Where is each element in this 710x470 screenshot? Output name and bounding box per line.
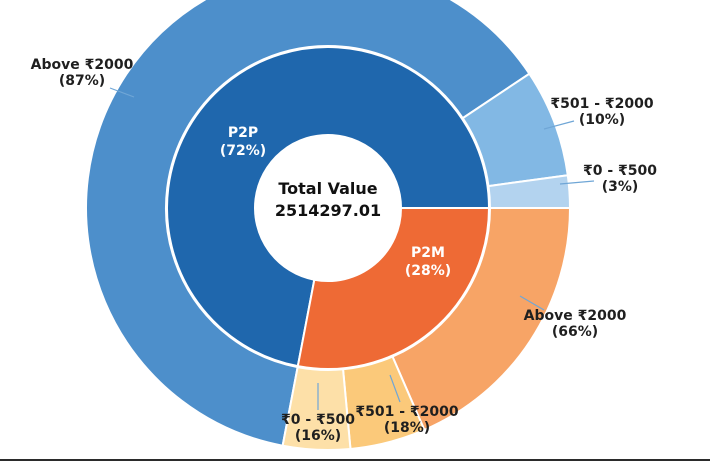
- leader-lines: [109, 87, 595, 410]
- outer-label-name-3: Above ₹2000: [524, 308, 627, 324]
- outer-label-name-0: Above ₹2000: [31, 57, 134, 73]
- outer-label-name-2: ₹0 - ₹500: [583, 163, 657, 179]
- outer-label-pct-2: (3%): [602, 179, 639, 195]
- outer-label-pct-3: (66%): [552, 324, 598, 340]
- outer-label-pct-1: (10%): [579, 112, 625, 128]
- bottom-divider: [0, 459, 710, 461]
- leader-line-4: [389, 374, 401, 403]
- leader-line-1: [543, 120, 575, 130]
- inner-pct-p2m: (28%): [405, 263, 451, 279]
- leader-line-3: [519, 295, 545, 311]
- outer-ring: [85, 0, 572, 451]
- outer-label-pct-5: (16%): [295, 428, 341, 444]
- inner-pct-p2p: (72%): [220, 143, 266, 159]
- outer-label-name-5: ₹0 - ₹500: [281, 412, 355, 428]
- leader-line-0: [109, 87, 135, 98]
- center-total-value: 2514297.01: [275, 201, 381, 220]
- outer-label-name-4: ₹501 - ₹2000: [355, 404, 458, 420]
- slice-labels: P2P(72%)P2M(28%)Above ₹2000(87%)₹501 - ₹…: [31, 57, 658, 444]
- inner-label-p2p: P2P: [228, 125, 258, 141]
- inner-label-p2m: P2M: [411, 245, 445, 261]
- center-title: Total Value: [278, 179, 377, 198]
- outer-label-pct-0: (87%): [59, 73, 105, 89]
- outer-label-name-1: ₹501 - ₹2000: [550, 96, 653, 112]
- outer-label-pct-4: (18%): [384, 420, 430, 436]
- leader-line-2: [559, 180, 595, 185]
- center-hole: [255, 135, 401, 281]
